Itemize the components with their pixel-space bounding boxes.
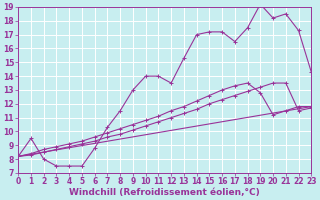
X-axis label: Windchill (Refroidissement éolien,°C): Windchill (Refroidissement éolien,°C) <box>69 188 260 197</box>
